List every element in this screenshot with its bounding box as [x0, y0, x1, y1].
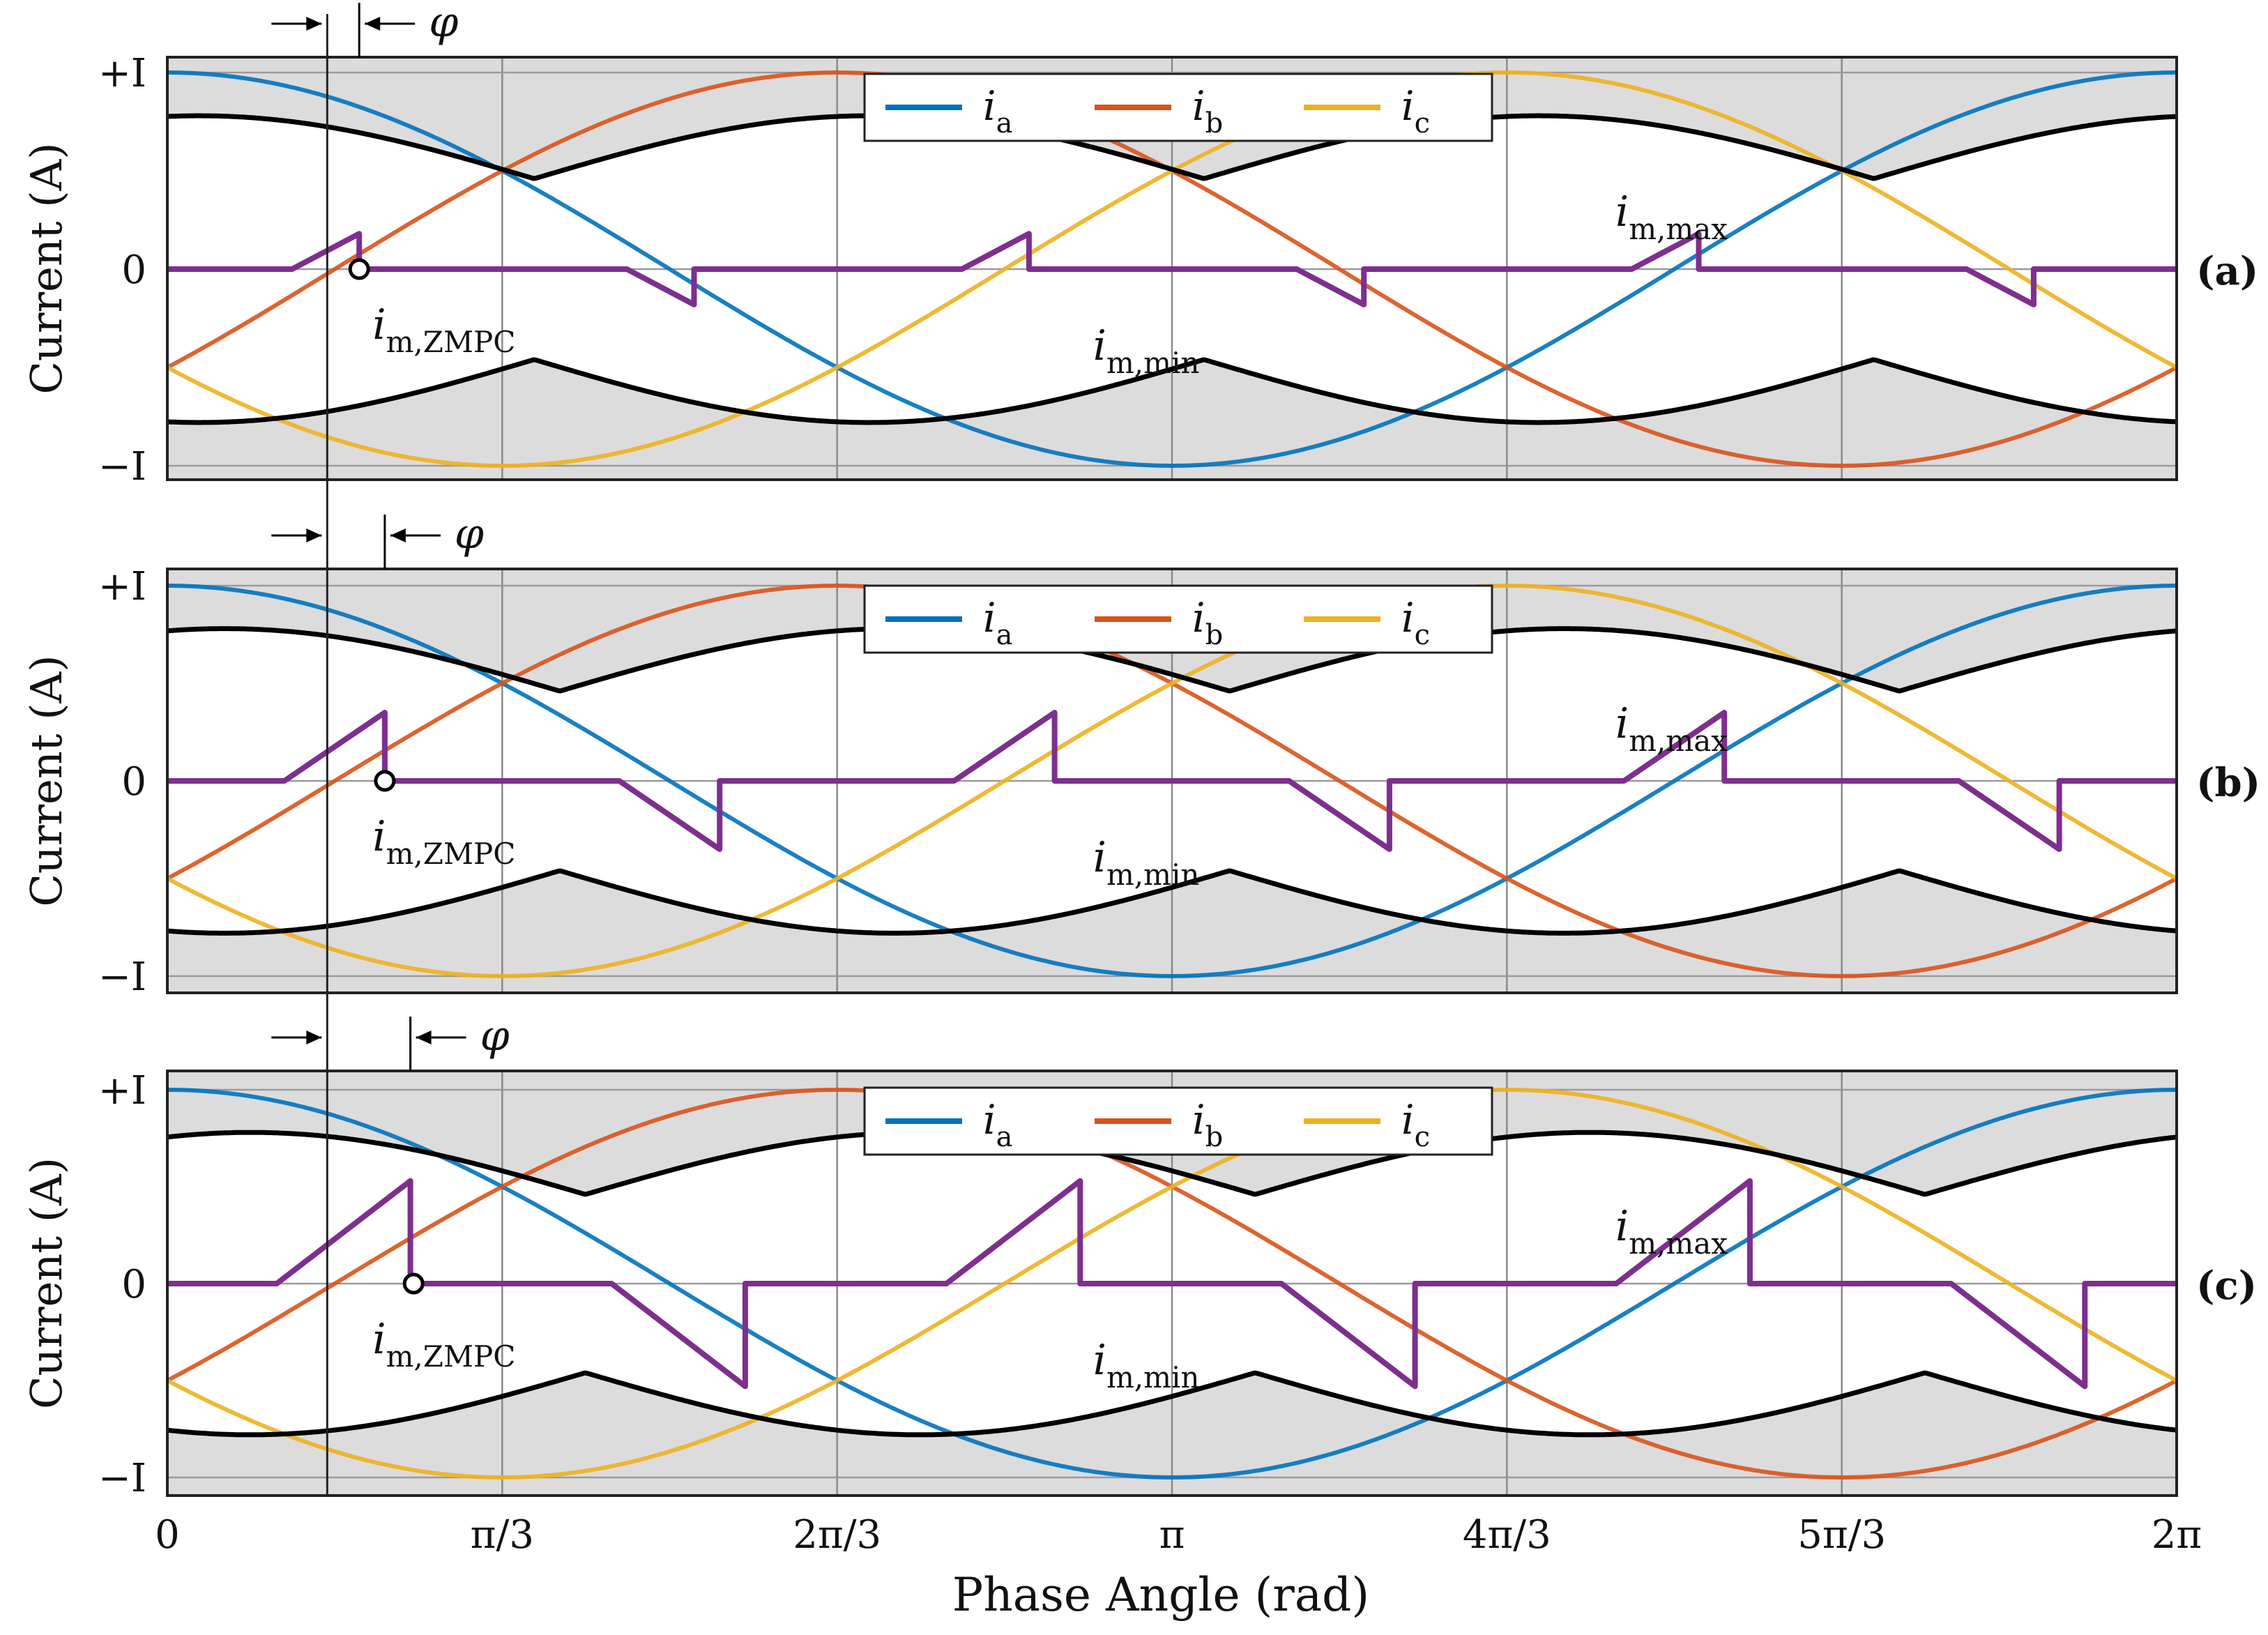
phi-label: φ — [455, 510, 484, 558]
lower-bound-curve — [167, 357, 2177, 425]
plot-area — [167, 1071, 2177, 1496]
series-ic — [167, 584, 2177, 978]
phi-arrowhead-left — [306, 528, 322, 542]
label-im-max: im,max — [1615, 188, 1728, 246]
zmpc-marker — [374, 770, 396, 792]
label-im-zmpc: im,ZMPC — [372, 812, 515, 871]
y-axis-label: Current (A) — [21, 1157, 72, 1409]
lower-bound-curve — [167, 1370, 2177, 1438]
x-tick-label: 5π/3 — [1797, 1512, 1886, 1558]
legend: ia ib ic — [863, 1086, 1493, 1156]
plot-area — [167, 569, 2177, 993]
legend-label-a: ia — [983, 82, 1012, 139]
legend-label-c: ic — [1401, 594, 1430, 651]
panel-a: +I 0 −I Current (A) (a) ia ib ic φ im,ZMPC im,min i… — [21, 0, 2258, 489]
y-axis-label: Current (A) — [21, 655, 72, 906]
label-im-max: im,max — [1615, 1202, 1728, 1261]
legend-box — [863, 584, 1493, 654]
x-tick-label: 2π — [2152, 1512, 2202, 1558]
plot-frame — [166, 56, 2178, 481]
phi-label: φ — [429, 0, 458, 47]
panel-b: +I 0 −I Current (A) (b) ia ib ic φ im,ZMPC im,min i… — [21, 510, 2260, 1000]
legend: ia ib ic — [863, 73, 1493, 142]
label-im-min: im,min — [1093, 321, 1200, 380]
phi-arrowhead-right — [365, 17, 381, 31]
series-ic — [167, 1088, 2177, 1480]
upper-bound-curve — [167, 626, 2177, 694]
y-tick-label: −I — [98, 955, 146, 1000]
x-tick-label: 0 — [155, 1512, 180, 1558]
label-im-max: im,max — [1615, 699, 1728, 758]
plot-frame — [166, 1070, 2178, 1497]
legend-label-b: ib — [1192, 1096, 1223, 1153]
plot-area — [167, 57, 2177, 480]
y-tick-label: +I — [98, 51, 146, 96]
legend-label-a: ia — [983, 1096, 1012, 1153]
panel-label: (c) — [2196, 1263, 2257, 1309]
series-im — [167, 1178, 2177, 1390]
x-tick-label: π — [1159, 1512, 1185, 1558]
legend-label-a: ia — [983, 594, 1012, 651]
legend-box — [863, 1086, 1493, 1156]
panel-c: +I 0 −I Current (A) (c) ia ib ic φ im,ZMPC im,min i… — [21, 1012, 2257, 1501]
label-im-zmpc: im,ZMPC — [372, 1315, 515, 1374]
y-tick-label: +I — [98, 1068, 146, 1113]
legend-label-c: ic — [1401, 82, 1430, 139]
x-tick-label: 2π/3 — [793, 1512, 881, 1558]
lower-bound-curve — [167, 868, 2177, 936]
upper-bound-curve — [167, 113, 2177, 181]
panels-layer: +I 0 −I Current (A) (a) ia ib ic φ im,ZMPC im,min i… — [21, 0, 2260, 1501]
y-axis-label: Current (A) — [21, 142, 72, 394]
legend-label-b: ib — [1192, 82, 1223, 139]
x-axis: 0 π/3 2π/3 π 4π/3 5π/3 2π — [155, 1512, 2202, 1558]
y-tick-label: −I — [98, 444, 146, 489]
legend-label-c: ic — [1401, 1096, 1430, 1153]
panel-label: (b) — [2196, 760, 2260, 806]
label-im-min: im,min — [1093, 833, 1200, 892]
y-tick-label: +I — [98, 564, 146, 609]
y-tick-label: 0 — [121, 248, 146, 293]
phi-arrowhead-right — [390, 528, 406, 542]
series-im — [167, 231, 2177, 307]
plot-frame — [166, 568, 2178, 994]
label-im-zmpc: im,ZMPC — [372, 301, 515, 359]
y-tick-label: 0 — [121, 1262, 146, 1307]
y-tick-label: −I — [98, 1456, 146, 1501]
y-tick-label: 0 — [121, 759, 146, 805]
upper-bound-curve — [167, 1130, 2177, 1197]
phi-arrowhead-left — [306, 1031, 322, 1044]
legend-label-b: ib — [1192, 594, 1223, 651]
phi-label: φ — [480, 1012, 510, 1060]
legend: ia ib ic — [863, 584, 1493, 654]
phi-arrowhead-left — [306, 17, 322, 31]
legend-box — [863, 73, 1493, 142]
zmpc-marker — [348, 258, 370, 280]
phi-arrowhead-right — [416, 1031, 432, 1044]
x-axis-label: Phase Angle (rad) — [952, 1568, 1369, 1622]
zmpc-marker — [402, 1272, 425, 1295]
series-im — [167, 710, 2177, 852]
x-tick-label: π/3 — [471, 1512, 534, 1558]
label-im-min: im,min — [1093, 1336, 1200, 1394]
panel-label: (a) — [2196, 248, 2258, 294]
x-tick-label: 4π/3 — [1463, 1512, 1551, 1558]
